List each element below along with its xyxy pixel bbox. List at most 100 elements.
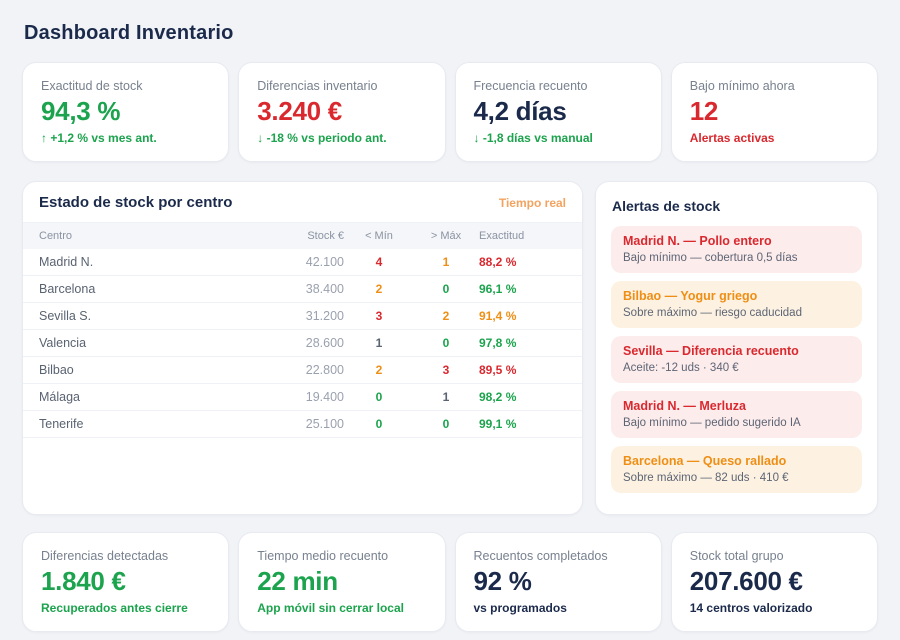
cell-stock: 38.400 [274, 282, 344, 296]
realtime-badge[interactable]: Tiempo real [499, 196, 566, 210]
cell-stock: 22.800 [274, 363, 344, 377]
kpi-label: Frecuencia recuento [474, 79, 643, 93]
kpi-row-bottom: Diferencias detectadas 1.840 € Recuperad… [22, 532, 878, 632]
kpi-value: 1.840 € [41, 567, 210, 595]
kpi-card-diferencias-detectadas: Diferencias detectadas 1.840 € Recuperad… [22, 532, 229, 632]
cell-centro: Madrid N. [39, 255, 274, 269]
cell-exactitud: 97,8 % [478, 336, 566, 350]
cell-centro: Málaga [39, 390, 274, 404]
table-row-bilbao[interactable]: Bilbao 22.800 2 3 89,5 % [23, 357, 582, 384]
alert-item-bilbao-yogur[interactable]: Bilbao — Yogur griego Sobre máximo — rie… [611, 281, 862, 328]
kpi-card-tiempo-medio: Tiempo medio recuento 22 min App móvil s… [238, 532, 445, 632]
cell-max: 0 [414, 417, 478, 431]
table-row-madrid-n[interactable]: Madrid N. 42.100 4 1 88,2 % [23, 249, 582, 276]
alert-description: Sobre máximo — 82 uds · 410 € [623, 471, 850, 485]
stock-table-header: Estado de stock por centro Tiempo real [23, 182, 582, 222]
kpi-trend: ↑ +1,2 % vs mes ant. [41, 131, 210, 145]
table-row-barcelona[interactable]: Barcelona 38.400 2 0 96,1 % [23, 276, 582, 303]
table-column-headers: Centro Stock € < Mín > Máx Exactitud [23, 222, 582, 249]
kpi-label: Bajo mínimo ahora [690, 79, 859, 93]
kpi-value: 3.240 € [257, 97, 426, 125]
kpi-value: 4,2 días [474, 97, 643, 125]
cell-centro: Bilbao [39, 363, 274, 377]
cell-max: 3 [414, 363, 478, 377]
cell-stock: 28.600 [274, 336, 344, 350]
cell-min: 2 [344, 282, 414, 296]
kpi-trend: Alertas activas [690, 131, 859, 145]
kpi-card-exactitud-stock: Exactitud de stock 94,3 % ↑ +1,2 % vs me… [22, 62, 229, 162]
kpi-card-frecuencia-recuento: Frecuencia recuento 4,2 días ↓ -1,8 días… [455, 62, 662, 162]
cell-centro: Barcelona [39, 282, 274, 296]
kpi-value: 92 % [474, 567, 643, 595]
cell-min: 0 [344, 390, 414, 404]
alert-title: Madrid N. — Merluza [623, 398, 850, 414]
cell-max: 0 [414, 336, 478, 350]
cell-max: 1 [414, 390, 478, 404]
kpi-sublabel: App móvil sin cerrar local [257, 601, 426, 615]
column-header-max: > Máx [414, 230, 478, 242]
cell-min: 4 [344, 255, 414, 269]
cell-min: 1 [344, 336, 414, 350]
alert-item-madrid-merluza[interactable]: Madrid N. — Merluza Bajo mínimo — pedido… [611, 391, 862, 438]
kpi-card-bajo-minimo: Bajo mínimo ahora 12 Alertas activas [671, 62, 878, 162]
cell-stock: 31.200 [274, 309, 344, 323]
alert-description: Aceite: -12 uds · 340 € [623, 361, 850, 375]
kpi-card-stock-total: Stock total grupo 207.600 € 14 centros v… [671, 532, 878, 632]
table-row-sevilla-s[interactable]: Sevilla S. 31.200 3 2 91,4 % [23, 303, 582, 330]
dashboard-page: Dashboard Inventario Exactitud de stock … [0, 0, 900, 632]
alert-title: Barcelona — Queso rallado [623, 453, 850, 469]
cell-min: 2 [344, 363, 414, 377]
kpi-value: 207.600 € [690, 567, 859, 595]
kpi-label: Stock total grupo [690, 549, 859, 563]
cell-centro: Valencia [39, 336, 274, 350]
alert-title: Madrid N. — Pollo entero [623, 233, 850, 249]
alert-item-sevilla-diferencia[interactable]: Sevilla — Diferencia recuento Aceite: -1… [611, 336, 862, 383]
cell-stock: 25.100 [274, 417, 344, 431]
cell-stock: 19.400 [274, 390, 344, 404]
kpi-sublabel: vs programados [474, 601, 643, 615]
kpi-trend: ↓ -18 % vs periodo ant. [257, 131, 426, 145]
cell-exactitud: 89,5 % [478, 363, 566, 377]
kpi-sublabel: 14 centros valorizado [690, 601, 859, 615]
kpi-card-diferencias-inventario: Diferencias inventario 3.240 € ↓ -18 % v… [238, 62, 445, 162]
page-title: Dashboard Inventario [24, 22, 876, 45]
kpi-sublabel: Recuperados antes cierre [41, 601, 210, 615]
alert-description: Bajo mínimo — pedido sugerido IA [623, 416, 850, 430]
kpi-trend: ↓ -1,8 días vs manual [474, 131, 643, 145]
column-header-exactitud: Exactitud [478, 230, 566, 242]
alert-title: Bilbao — Yogur griego [623, 288, 850, 304]
table-row-tenerife[interactable]: Tenerife 25.100 0 0 99,1 % [23, 411, 582, 438]
cell-exactitud: 96,1 % [478, 282, 566, 296]
kpi-label: Exactitud de stock [41, 79, 210, 93]
cell-centro: Tenerife [39, 417, 274, 431]
table-row-valencia[interactable]: Valencia 28.600 1 0 97,8 % [23, 330, 582, 357]
alert-title: Sevilla — Diferencia recuento [623, 343, 850, 359]
table-row-malaga[interactable]: Málaga 19.400 0 1 98,2 % [23, 384, 582, 411]
cell-exactitud: 88,2 % [478, 255, 566, 269]
alert-description: Sobre máximo — riesgo caducidad [623, 306, 850, 320]
column-header-min: < Mín [344, 230, 414, 242]
cell-exactitud: 99,1 % [478, 417, 566, 431]
cell-min: 0 [344, 417, 414, 431]
cell-centro: Sevilla S. [39, 309, 274, 323]
kpi-card-recuentos-completados: Recuentos completados 92 % vs programado… [455, 532, 662, 632]
alerts-panel: Alertas de stock Madrid N. — Pollo enter… [595, 181, 878, 515]
stock-table-card: Estado de stock por centro Tiempo real C… [22, 181, 583, 515]
cell-min: 3 [344, 309, 414, 323]
cell-stock: 42.100 [274, 255, 344, 269]
main-section: Estado de stock por centro Tiempo real C… [22, 181, 878, 515]
kpi-value: 22 min [257, 567, 426, 595]
alert-item-barcelona-queso[interactable]: Barcelona — Queso rallado Sobre máximo —… [611, 446, 862, 493]
alert-item-madrid-pollo[interactable]: Madrid N. — Pollo entero Bajo mínimo — c… [611, 226, 862, 273]
cell-exactitud: 91,4 % [478, 309, 566, 323]
cell-max: 1 [414, 255, 478, 269]
cell-exactitud: 98,2 % [478, 390, 566, 404]
column-header-centro: Centro [39, 230, 274, 242]
cell-max: 2 [414, 309, 478, 323]
stock-table-title: Estado de stock por centro [39, 194, 232, 211]
alert-description: Bajo mínimo — cobertura 0,5 días [623, 251, 850, 265]
column-header-stock: Stock € [274, 230, 344, 242]
kpi-label: Tiempo medio recuento [257, 549, 426, 563]
kpi-label: Recuentos completados [474, 549, 643, 563]
kpi-label: Diferencias inventario [257, 79, 426, 93]
